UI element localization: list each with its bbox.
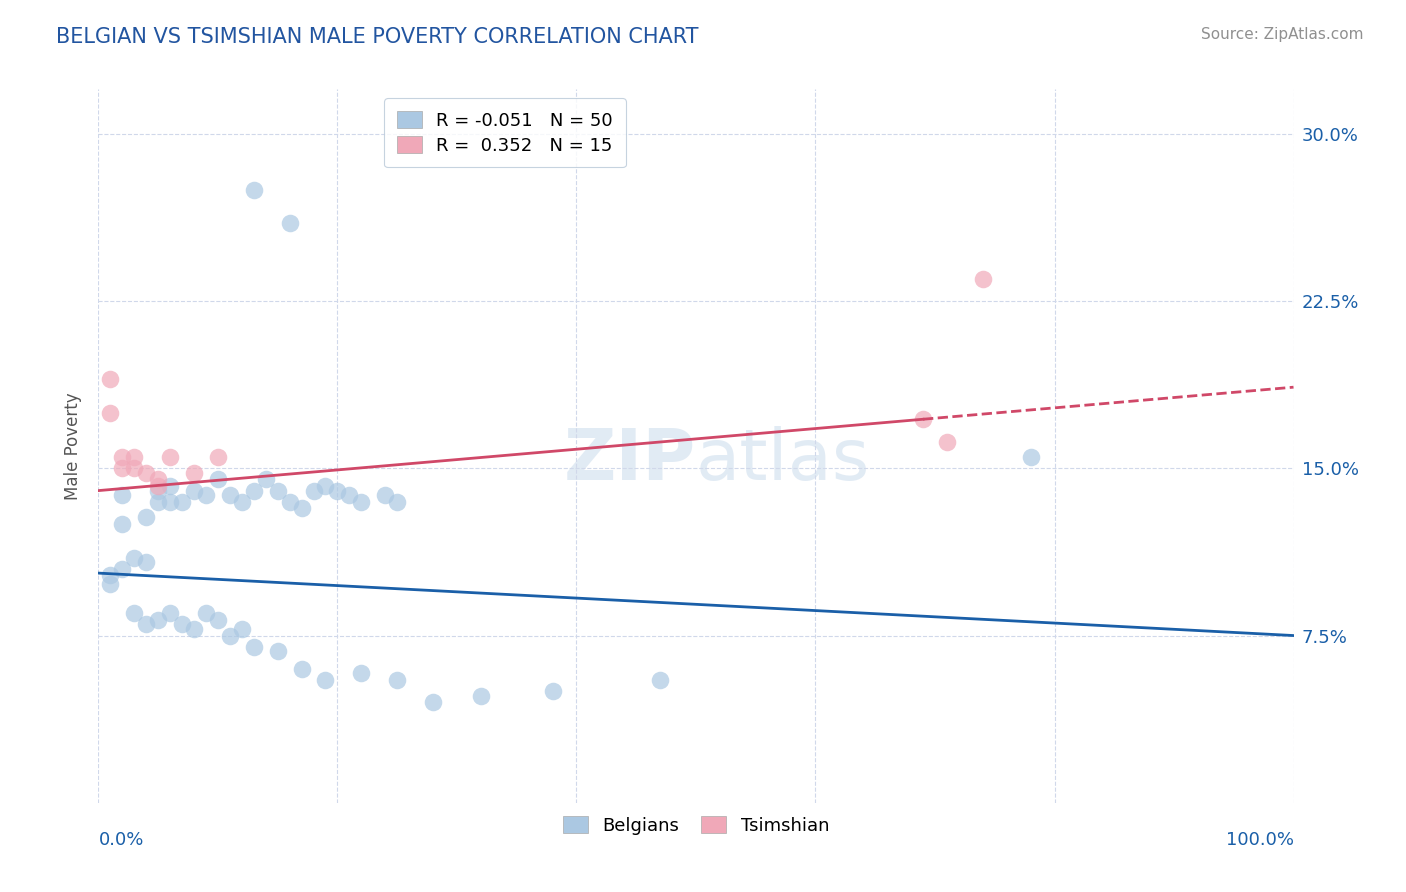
Point [278,216,301,230]
Point [98,405,122,419]
Point [98,577,122,591]
Point [135,466,157,480]
Point [541,684,564,698]
Point [195,488,218,502]
Point [124,607,146,621]
Point [267,644,290,658]
Text: atlas: atlas [696,425,870,495]
Point [291,662,314,676]
Point [339,488,361,502]
Text: 100.0%: 100.0% [1226,831,1294,849]
Point [254,472,277,486]
Point [124,550,146,565]
Point [124,461,146,475]
Point [385,494,409,508]
Y-axis label: Male Poverty: Male Poverty [65,392,83,500]
Point [231,494,253,508]
Point [172,617,194,632]
Point [243,483,266,498]
Point [124,450,146,464]
Point [350,494,373,508]
Point [374,488,396,502]
Point [135,555,157,569]
Point [159,494,181,508]
Text: ZIP: ZIP [564,425,696,495]
Point [111,488,134,502]
Point [219,628,242,642]
Point [470,689,492,703]
Point [135,617,157,632]
Point [183,483,205,498]
Point [148,472,170,486]
Point [111,450,134,464]
Point [207,613,229,627]
Text: BELGIAN VS TSIMSHIAN MALE POVERTY CORRELATION CHART: BELGIAN VS TSIMSHIAN MALE POVERTY CORREL… [56,27,699,46]
Point [207,472,229,486]
Point [207,450,229,464]
Legend: Belgians, Tsimshian: Belgians, Tsimshian [554,807,838,844]
Point [326,483,349,498]
Point [912,412,935,426]
Text: Source: ZipAtlas.com: Source: ZipAtlas.com [1201,27,1364,42]
Point [195,607,218,621]
Point [172,494,194,508]
Point [267,483,290,498]
Point [111,461,134,475]
Point [98,568,122,582]
Point [98,372,122,386]
Point [1019,450,1042,464]
Point [135,510,157,524]
Point [159,450,181,464]
Point [385,673,409,687]
Point [148,479,170,493]
Point [159,479,181,493]
Point [243,640,266,654]
Point [315,673,337,687]
Point [650,673,672,687]
Point [219,488,242,502]
Point [278,494,301,508]
Point [159,607,181,621]
Point [148,494,170,508]
Point [148,613,170,627]
Point [936,434,959,449]
Point [422,696,444,710]
Point [231,622,253,636]
Point [315,479,337,493]
Point [291,501,314,516]
Point [243,182,266,196]
Point [302,483,325,498]
Text: 0.0%: 0.0% [98,831,143,849]
Point [111,562,134,576]
Point [183,622,205,636]
Point [972,271,994,285]
Point [111,516,134,531]
Point [183,466,205,480]
Point [350,666,373,681]
Point [148,483,170,498]
